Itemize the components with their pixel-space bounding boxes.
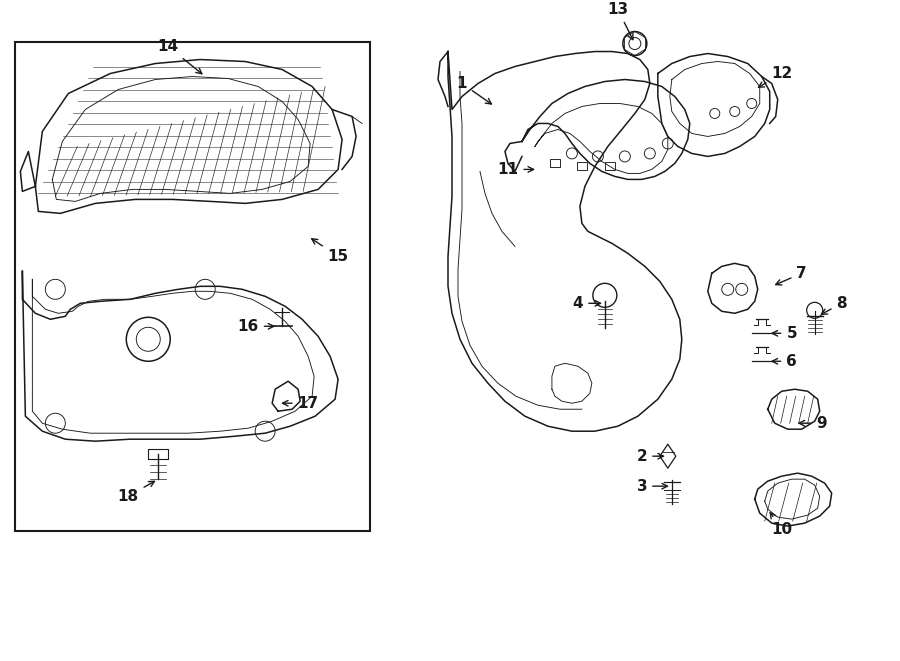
Text: 14: 14 [158, 39, 202, 74]
Text: 1: 1 [456, 76, 491, 104]
Text: 10: 10 [770, 513, 792, 537]
Text: 11: 11 [498, 162, 534, 177]
Text: 17: 17 [283, 396, 319, 410]
Text: 18: 18 [118, 481, 155, 504]
Text: 12: 12 [759, 66, 792, 87]
Bar [577, 163, 587, 171]
Text: 2: 2 [636, 449, 663, 463]
Text: 16: 16 [238, 319, 274, 334]
Bar [605, 163, 615, 171]
Text: 5: 5 [772, 326, 797, 341]
Text: 3: 3 [636, 479, 668, 494]
Text: 4: 4 [572, 296, 600, 311]
Text: 13: 13 [608, 2, 633, 40]
Bar [550, 159, 560, 167]
Text: 9: 9 [799, 416, 827, 431]
Text: 8: 8 [822, 296, 847, 314]
Text: 6: 6 [772, 354, 797, 369]
Text: 7: 7 [776, 266, 807, 285]
Bar [15, 42, 370, 531]
Text: 15: 15 [311, 239, 348, 264]
